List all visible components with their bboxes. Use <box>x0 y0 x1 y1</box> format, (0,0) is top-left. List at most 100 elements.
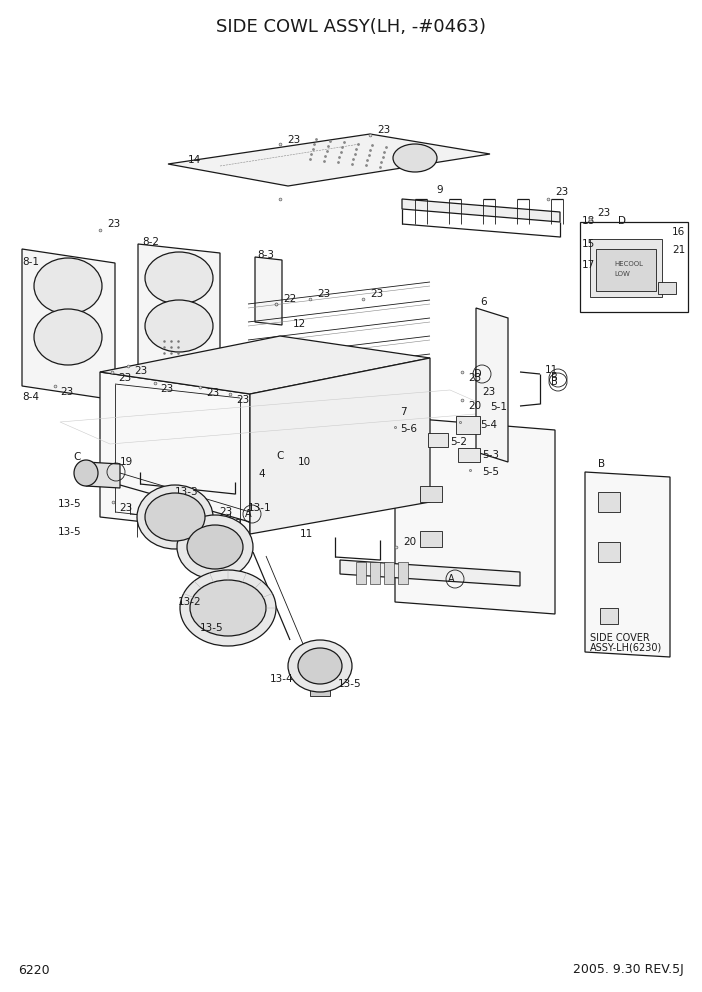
Polygon shape <box>395 417 555 614</box>
Text: 15: 15 <box>582 239 595 249</box>
Polygon shape <box>100 372 250 534</box>
Bar <box>658 282 676 294</box>
Text: 13-1: 13-1 <box>248 503 272 513</box>
Ellipse shape <box>177 515 253 579</box>
Ellipse shape <box>190 580 266 636</box>
Text: 13-5: 13-5 <box>338 679 362 689</box>
Text: 23: 23 <box>160 384 173 394</box>
Text: 14: 14 <box>188 155 201 165</box>
Bar <box>458 448 480 462</box>
Text: 23: 23 <box>287 135 300 145</box>
Ellipse shape <box>145 252 213 304</box>
Polygon shape <box>585 472 670 657</box>
Text: LOW: LOW <box>614 271 630 277</box>
Bar <box>420 531 442 547</box>
Text: 23: 23 <box>555 187 568 197</box>
Text: C: C <box>109 467 115 477</box>
Text: 4: 4 <box>258 469 265 479</box>
Text: SIDE COWL ASSY(LH, -#0463): SIDE COWL ASSY(LH, -#0463) <box>216 18 486 36</box>
Text: 5-4: 5-4 <box>480 420 497 430</box>
Text: 20: 20 <box>468 401 481 411</box>
Text: C: C <box>276 451 284 461</box>
Text: 23: 23 <box>370 289 383 299</box>
Text: 22: 22 <box>283 294 296 304</box>
Bar <box>398 562 408 584</box>
Text: 11: 11 <box>545 365 558 375</box>
Ellipse shape <box>137 485 213 549</box>
Bar <box>598 542 620 562</box>
Text: B: B <box>550 373 557 383</box>
Polygon shape <box>250 358 430 534</box>
Text: 23: 23 <box>317 289 330 299</box>
Polygon shape <box>168 134 490 186</box>
Text: 23: 23 <box>468 373 482 383</box>
Text: 18: 18 <box>582 216 595 226</box>
Text: 5-6: 5-6 <box>400 424 417 434</box>
Text: 23: 23 <box>60 387 73 397</box>
Polygon shape <box>86 462 120 488</box>
Text: 19: 19 <box>120 457 133 467</box>
Polygon shape <box>402 199 560 222</box>
Ellipse shape <box>187 525 243 569</box>
Polygon shape <box>340 560 520 586</box>
Text: A: A <box>448 574 454 584</box>
Text: 8-4: 8-4 <box>22 392 39 402</box>
Bar <box>580 222 688 312</box>
Text: A: A <box>245 509 251 519</box>
Text: B: B <box>598 459 605 469</box>
Text: 2005. 9.30 REV.5J: 2005. 9.30 REV.5J <box>574 963 684 976</box>
Text: 21: 21 <box>672 245 685 255</box>
Bar <box>596 249 656 291</box>
Text: 23: 23 <box>219 507 232 517</box>
Text: 12: 12 <box>293 319 306 329</box>
Ellipse shape <box>34 258 102 314</box>
Ellipse shape <box>288 640 352 692</box>
Bar <box>456 416 480 434</box>
Text: 5-3: 5-3 <box>482 450 499 460</box>
Text: 13-4: 13-4 <box>270 674 293 684</box>
Ellipse shape <box>145 493 205 541</box>
Text: D: D <box>618 216 626 226</box>
Text: 23: 23 <box>119 503 132 513</box>
Text: 6: 6 <box>480 297 486 307</box>
Text: 10: 10 <box>298 457 311 467</box>
Text: 5-1: 5-1 <box>490 402 507 412</box>
Text: 13-2: 13-2 <box>178 597 201 607</box>
Text: 7: 7 <box>400 407 406 417</box>
Ellipse shape <box>298 648 342 684</box>
Polygon shape <box>476 308 508 462</box>
Polygon shape <box>255 257 282 325</box>
Text: 23: 23 <box>377 125 390 135</box>
Text: 13-5: 13-5 <box>58 527 81 537</box>
Text: 9: 9 <box>436 185 443 195</box>
Ellipse shape <box>393 144 437 172</box>
Ellipse shape <box>145 300 213 352</box>
Bar <box>590 239 662 297</box>
Bar <box>310 688 330 696</box>
Text: 13-5: 13-5 <box>58 499 81 509</box>
Text: 5-5: 5-5 <box>482 467 499 477</box>
Text: 6220: 6220 <box>18 963 50 976</box>
Text: ASSY-LH(6230): ASSY-LH(6230) <box>590 643 662 653</box>
Text: 23: 23 <box>236 395 249 405</box>
Text: 23: 23 <box>206 388 219 398</box>
Text: 23: 23 <box>107 219 120 229</box>
Text: 8-2: 8-2 <box>142 237 159 247</box>
Bar <box>356 562 366 584</box>
Text: D: D <box>474 369 482 379</box>
Polygon shape <box>100 336 430 394</box>
Bar <box>428 433 448 447</box>
Ellipse shape <box>180 570 276 646</box>
Text: HECOOL: HECOOL <box>614 261 643 267</box>
Text: 13-5: 13-5 <box>200 623 224 633</box>
Polygon shape <box>22 249 115 400</box>
Bar <box>600 608 618 624</box>
Text: B: B <box>550 377 557 387</box>
Text: 23: 23 <box>597 208 610 218</box>
Ellipse shape <box>34 309 102 365</box>
Bar <box>370 562 380 584</box>
Text: 8-1: 8-1 <box>22 257 39 267</box>
Bar <box>420 486 442 502</box>
Text: 16: 16 <box>672 227 685 237</box>
Text: 17: 17 <box>582 260 595 270</box>
